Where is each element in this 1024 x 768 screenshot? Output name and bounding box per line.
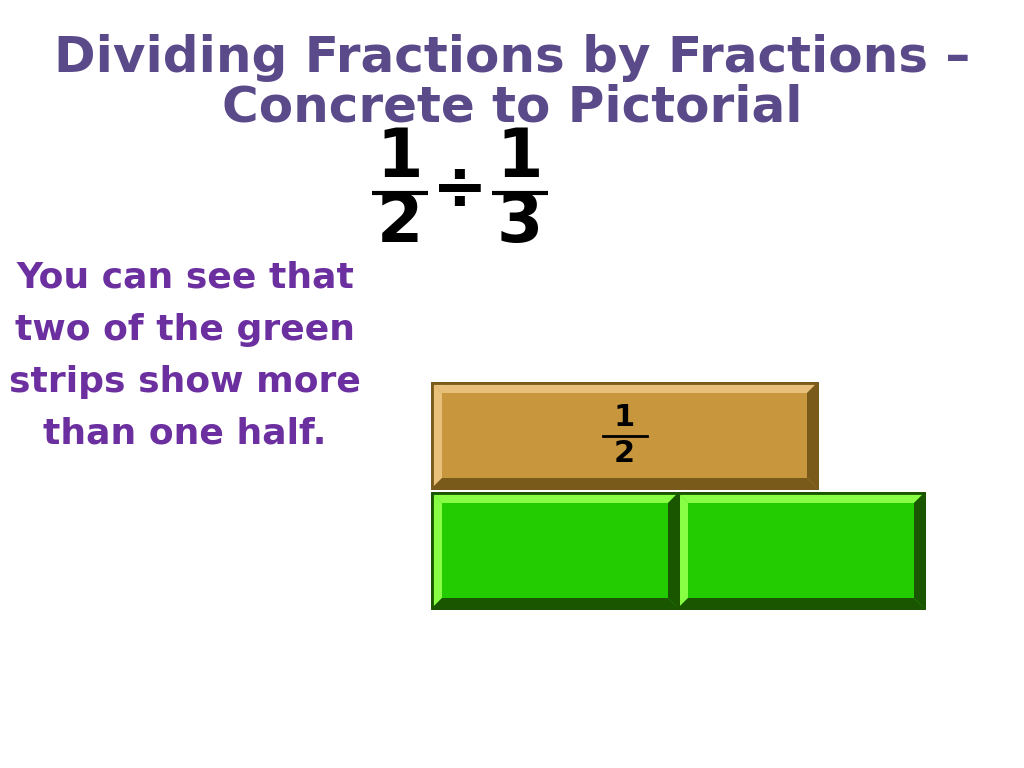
Polygon shape xyxy=(678,493,924,503)
Text: 1: 1 xyxy=(497,125,544,191)
Polygon shape xyxy=(432,478,817,488)
Polygon shape xyxy=(432,493,678,503)
Text: strips show more: strips show more xyxy=(9,365,360,399)
Text: 2: 2 xyxy=(614,439,635,468)
Bar xyxy=(678,493,924,608)
Text: Dividing Fractions by Fractions –: Dividing Fractions by Fractions – xyxy=(54,34,970,82)
Bar xyxy=(432,383,817,488)
Text: 2: 2 xyxy=(377,190,423,256)
Text: Concrete to Pictorial: Concrete to Pictorial xyxy=(222,84,802,132)
Bar xyxy=(432,493,678,608)
Polygon shape xyxy=(432,383,817,393)
Bar xyxy=(432,493,678,608)
Text: two of the green: two of the green xyxy=(15,313,355,347)
Polygon shape xyxy=(678,493,688,608)
Polygon shape xyxy=(432,493,442,608)
Polygon shape xyxy=(432,383,442,488)
Polygon shape xyxy=(668,493,678,608)
Bar xyxy=(678,493,924,608)
Text: 3: 3 xyxy=(497,190,543,256)
Polygon shape xyxy=(914,493,924,608)
Polygon shape xyxy=(678,598,924,608)
Text: ÷: ÷ xyxy=(432,157,487,223)
Polygon shape xyxy=(807,383,817,488)
Text: You can see that: You can see that xyxy=(16,261,354,295)
Polygon shape xyxy=(432,598,678,608)
Text: 1: 1 xyxy=(377,125,423,191)
Text: than one half.: than one half. xyxy=(43,417,327,451)
Bar xyxy=(432,383,817,488)
Text: 1: 1 xyxy=(613,403,635,432)
